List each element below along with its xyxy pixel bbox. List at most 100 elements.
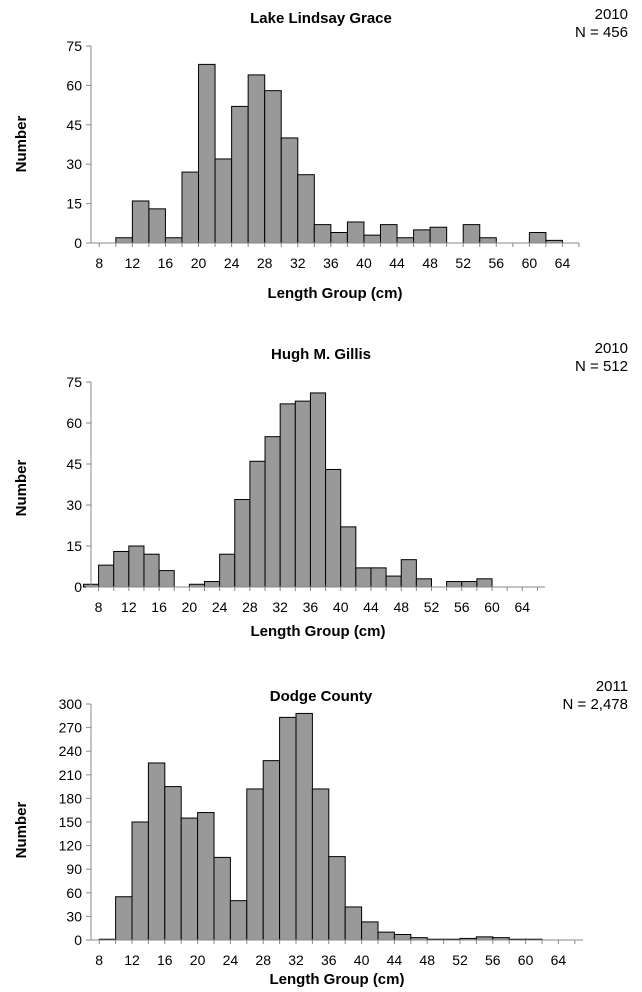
- histogram-bar: [377, 931, 395, 941]
- x-tick-label: 36: [303, 599, 319, 615]
- year-label: 2010: [594, 340, 628, 357]
- histogram-bar: [98, 564, 115, 588]
- histogram-bar: [295, 712, 313, 941]
- x-tick-label: 52: [455, 255, 471, 271]
- histogram-bar: [361, 921, 379, 941]
- histogram-bar: [528, 231, 547, 244]
- x-tick-label: 12: [124, 952, 140, 968]
- histogram-bar: [197, 812, 215, 941]
- x-tick-label: 24: [223, 952, 239, 968]
- x-tick-label: 8: [95, 599, 103, 615]
- histogram-bar: [476, 578, 493, 588]
- y-tick-label: 45: [66, 117, 82, 133]
- n-label: N = 2,478: [562, 696, 628, 713]
- x-tick-label: 16: [151, 599, 167, 615]
- y-tick-label: 300: [59, 696, 83, 712]
- y-tick-label: 75: [66, 374, 82, 390]
- x-tick-label: 20: [190, 952, 206, 968]
- chart-panel-hugh-m-gillis: Hugh M. Gillis 2010 N = 512 0 15 30 45 60 75 8…: [0, 330, 642, 648]
- histogram-bar: [143, 553, 160, 588]
- x-tick-label: 36: [323, 255, 339, 271]
- chart-title: Lake Lindsay Grace: [250, 10, 392, 27]
- x-tick-label: 8: [95, 255, 103, 271]
- y-axis-label: Number: [13, 802, 30, 859]
- histogram: 0 15 30 45 60 75 8 12 16 20 24 28 32 36 40 44 48 52 56 60 64…: [13, 374, 545, 640]
- histogram-bar: [128, 545, 145, 588]
- y-tick-label: 45: [66, 456, 82, 472]
- x-tick-label: 16: [158, 255, 174, 271]
- x-tick-label: 16: [157, 952, 173, 968]
- histogram-bar: [328, 856, 346, 941]
- y-tick-label: 0: [74, 235, 82, 251]
- histogram-bar: [231, 105, 249, 244]
- histogram-bar: [461, 581, 478, 588]
- x-tick-label: 12: [121, 599, 137, 615]
- histogram-bar: [446, 581, 463, 588]
- x-tick-label: 20: [182, 599, 198, 615]
- histogram-bar: [279, 403, 296, 588]
- chart-panel-lake-lindsay-grace: Lake Lindsay Grace 2010 N = 456 0 15 30 45 6…: [0, 0, 642, 310]
- histogram-bar: [280, 137, 299, 244]
- y-tick-label: 120: [59, 838, 83, 854]
- x-tick-label: 44: [387, 952, 403, 968]
- histogram-bar: [393, 933, 412, 941]
- histogram-bar: [180, 817, 199, 941]
- x-tick-label: 48: [422, 255, 438, 271]
- histogram-bar: [297, 174, 315, 244]
- histogram-bar: [234, 499, 251, 588]
- x-tick-label: 40: [333, 599, 349, 615]
- histogram-bar: [131, 821, 149, 941]
- y-tick-label: 60: [66, 77, 82, 93]
- histogram-bar: [344, 906, 363, 941]
- y-tick-label: 30: [66, 156, 82, 172]
- histogram-bar: [204, 581, 221, 588]
- histogram-bar: [113, 550, 130, 588]
- x-tick-label: 64: [515, 599, 531, 615]
- x-tick-label: 8: [95, 952, 103, 968]
- histogram-bar: [147, 762, 166, 941]
- x-tick-label: 64: [551, 952, 567, 968]
- x-tick-label: 32: [290, 255, 306, 271]
- histogram-bar: [158, 570, 175, 588]
- x-tick-label: 56: [485, 952, 501, 968]
- y-tick-label: 30: [66, 497, 82, 513]
- year-label: 2011: [595, 678, 628, 695]
- histogram-bar: [264, 436, 281, 588]
- histogram-bar: [115, 237, 133, 244]
- y-tick-label: 15: [66, 538, 82, 554]
- y-tick-label: 150: [59, 814, 83, 830]
- y-tick-label: 180: [59, 790, 83, 806]
- x-axis-label: Length Group (cm): [251, 623, 386, 640]
- histogram-bar: [115, 896, 133, 941]
- histogram-bar: [229, 900, 248, 941]
- x-tick-label: 52: [452, 952, 468, 968]
- histogram-bar: [413, 229, 431, 244]
- histogram-bar: [279, 716, 297, 941]
- histogram-bar: [363, 234, 381, 244]
- n-label: N = 512: [575, 358, 628, 375]
- x-tick-label: 28: [255, 952, 271, 968]
- y-axis-label: Number: [13, 116, 30, 173]
- x-tick-label: 40: [354, 952, 370, 968]
- histogram-bar: [400, 559, 417, 588]
- chart-panel-dodge-county: Dodge County 2011 N = 2,478 0 30 60 90 120 15…: [0, 672, 642, 992]
- x-tick-label: 56: [454, 599, 470, 615]
- histogram-bar: [479, 237, 497, 244]
- histogram-bar: [219, 553, 236, 588]
- y-tick-label: 75: [66, 38, 82, 54]
- x-tick-label: 60: [522, 255, 538, 271]
- histogram-bar: [148, 208, 166, 244]
- histogram-bar: [355, 567, 372, 588]
- x-tick-label: 44: [389, 255, 405, 271]
- y-tick-label: 60: [66, 415, 82, 431]
- y-tick-label: 30: [66, 908, 82, 924]
- y-axis-label: Number: [13, 460, 30, 517]
- histogram-bar: [213, 856, 231, 941]
- histogram-bar: [214, 158, 233, 244]
- x-tick-label: 64: [555, 255, 571, 271]
- histogram-bar: [385, 575, 402, 588]
- year-n-label: 2010 N = 456: [575, 6, 628, 42]
- histogram-bar: [164, 237, 183, 244]
- histogram-bar: [247, 74, 266, 244]
- x-tick-label: 40: [356, 255, 372, 271]
